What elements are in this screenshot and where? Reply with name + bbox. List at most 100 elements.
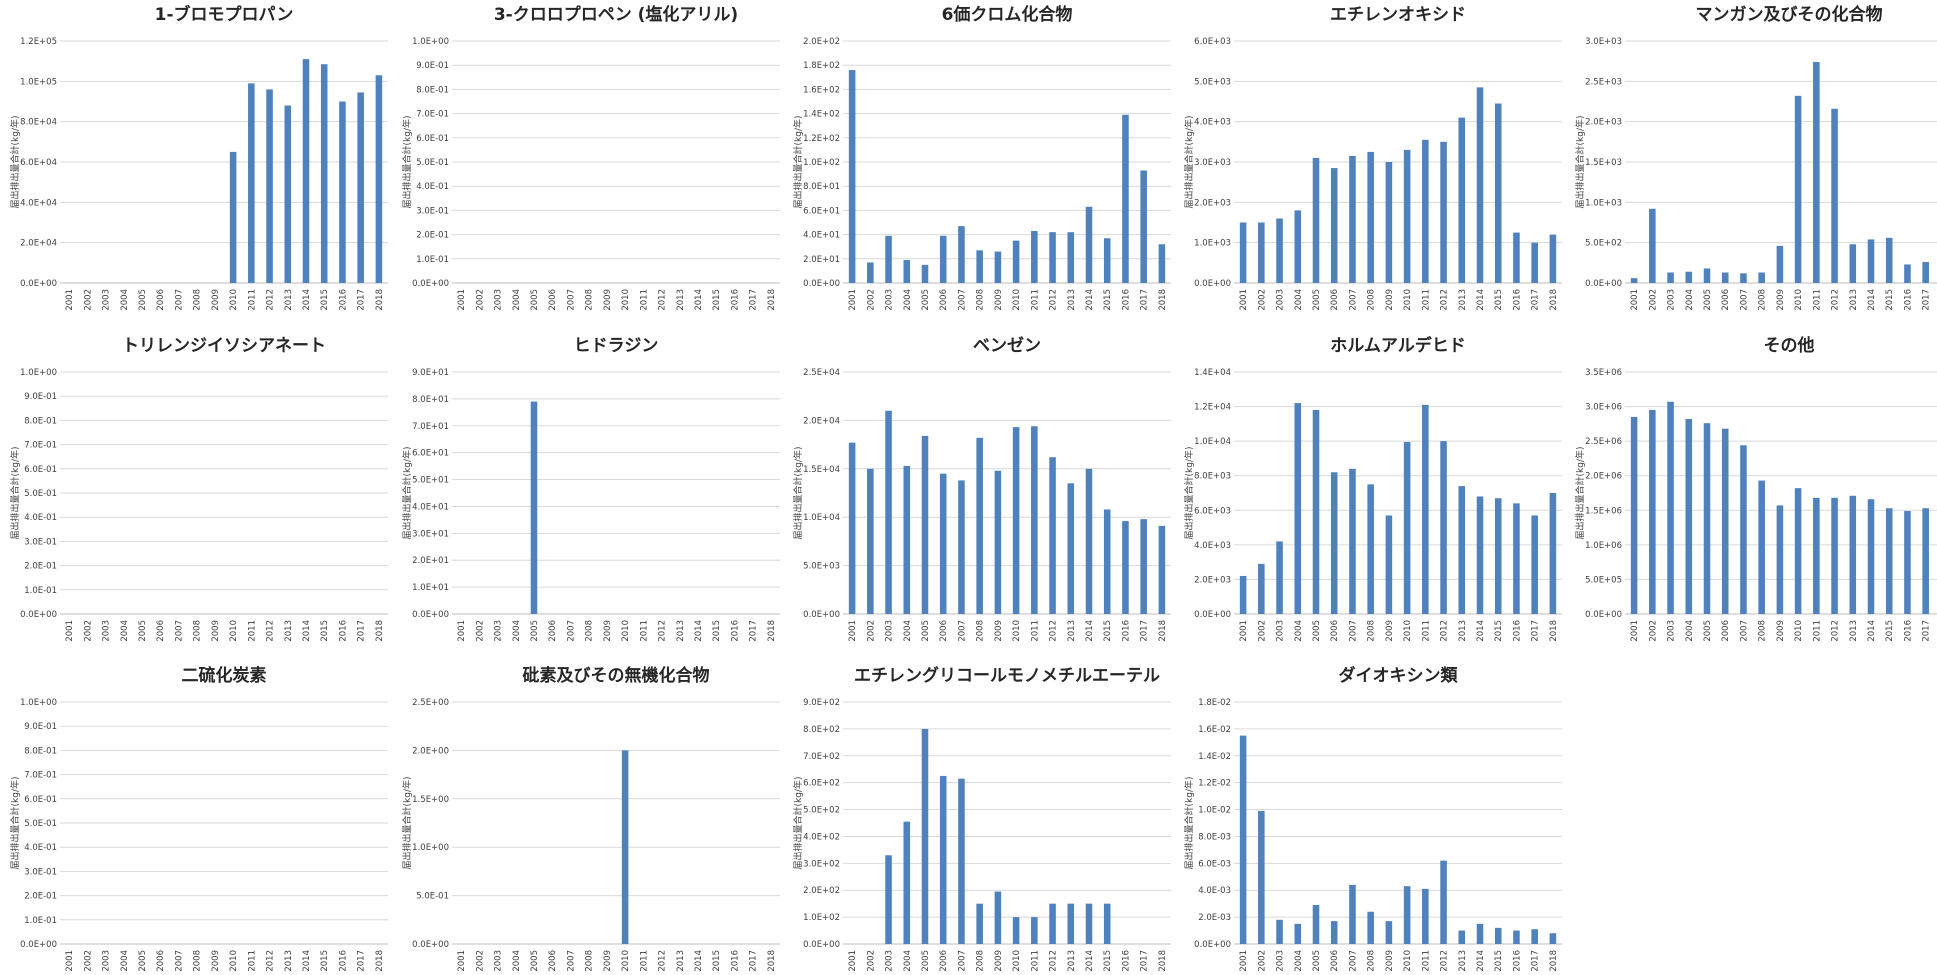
x-tick-label: 2009	[1776, 620, 1786, 642]
x-tick-label: 2006	[156, 620, 166, 642]
bar	[1085, 206, 1093, 283]
x-tick-label: 2007	[174, 289, 184, 311]
y-tick-label: 6.0E+01	[803, 206, 840, 216]
bar	[885, 235, 892, 283]
x-tick-label: 2018	[375, 950, 385, 972]
y-tick-label: 4.0E+04	[20, 198, 57, 208]
bar	[1158, 525, 1166, 614]
x-tick-label: 2005	[921, 289, 931, 311]
x-tick-label: 2018	[1158, 289, 1168, 311]
x-tick-label: 2010	[1012, 289, 1022, 311]
bar	[1258, 222, 1265, 283]
x-tick-label: 2013	[1067, 950, 1077, 972]
x-tick-label: 2015	[1103, 620, 1113, 642]
y-tick-label: 1.5E+04	[803, 465, 840, 475]
bar	[976, 437, 983, 614]
y-axis-label: 届出排出量合計(kg/年)	[792, 777, 804, 870]
x-tick-label: 2014	[694, 289, 704, 311]
y-tick-label: 5.0E-01	[416, 158, 449, 168]
y-tick-label: 3.5E+06	[1585, 368, 1622, 378]
y-tick-label: 0.0E+00	[1194, 279, 1231, 289]
y-axis-label: 届出排出量合計(kg/年)	[1183, 116, 1195, 209]
x-tick-label: 2018	[1549, 289, 1559, 311]
y-tick-label: 1.0E+00	[412, 37, 449, 47]
x-tick-label: 2003	[1667, 620, 1677, 642]
bar	[994, 251, 1002, 283]
y-axis-label: 届出排出量合計(kg/年)	[1574, 447, 1586, 540]
x-tick-label: 2016	[1121, 620, 1131, 642]
y-tick-label: 1.6E-02	[1198, 725, 1231, 735]
x-tick-label: 2007	[1348, 950, 1358, 972]
x-tick-label: 2015	[320, 620, 330, 642]
bar	[1258, 563, 1265, 614]
y-tick-label: 2.0E+04	[803, 416, 840, 426]
x-tick-label: 2002	[475, 950, 485, 972]
y-tick-label: 6.0E-01	[24, 795, 57, 805]
y-tick-label: 1.2E+04	[1194, 403, 1231, 413]
x-tick-label: 2004	[120, 620, 130, 642]
bar	[1740, 273, 1747, 283]
x-tick-label: 2016	[1512, 289, 1522, 311]
y-tick-label: 2.0E-01	[416, 231, 449, 241]
x-tick-label: 2005	[138, 950, 148, 972]
x-tick-label: 2015	[1885, 620, 1895, 642]
x-tick-label: 2003	[102, 950, 112, 972]
bar	[921, 264, 929, 283]
x-tick-label: 2003	[1276, 289, 1286, 311]
bar	[1458, 930, 1466, 944]
x-tick-label: 2011	[1030, 950, 1040, 972]
y-tick-label: 1.0E+03	[1194, 239, 1231, 249]
bar	[1122, 114, 1129, 283]
y-tick-label: 7.0E-01	[24, 441, 57, 451]
y-tick-label: 1.0E-02	[1198, 806, 1231, 816]
y-tick-label: 4.0E+01	[412, 502, 449, 512]
x-tick-label: 2011	[639, 620, 649, 642]
bar	[1312, 905, 1320, 944]
y-tick-label: 9.0E-01	[416, 61, 449, 71]
y-tick-label: 0.0E+00	[20, 940, 57, 950]
y-tick-label: 4.0E+03	[1194, 541, 1231, 551]
x-tick-label: 2017	[357, 289, 367, 311]
x-tick-label: 2007	[1348, 620, 1358, 642]
x-tick-label: 2013	[1849, 620, 1859, 642]
bar	[1276, 919, 1283, 944]
y-axis-label: 届出排出量合計(kg/年)	[1574, 116, 1586, 209]
x-tick-label: 2018	[375, 289, 385, 311]
bar	[375, 75, 383, 284]
x-tick-label: 2017	[1531, 289, 1541, 311]
y-tick-label: 4.0E+01	[803, 231, 840, 241]
y-tick-label: 2.0E+03	[1194, 575, 1231, 585]
bar	[302, 59, 310, 284]
y-axis-label: 届出排出量合計(kg/年)	[792, 447, 804, 540]
bar	[1549, 234, 1557, 283]
x-tick-label: 2006	[156, 950, 166, 972]
x-tick-label: 2006	[939, 950, 949, 972]
chart-title: トリレンジイソシアネート	[122, 336, 326, 356]
x-tick-label: 2001	[65, 620, 75, 642]
x-tick-label: 2015	[1103, 950, 1113, 972]
bar	[1330, 921, 1338, 944]
y-tick-label: 1.0E+00	[412, 843, 449, 853]
x-tick-label: 2004	[1685, 620, 1695, 642]
x-tick-label: 2002	[1257, 950, 1267, 972]
y-tick-label: 1.0E+00	[20, 368, 57, 378]
y-tick-label: 6.0E+02	[803, 779, 840, 789]
x-tick-label: 2005	[530, 289, 540, 311]
x-tick-label: 2004	[120, 950, 130, 972]
x-tick-label: 2006	[1721, 620, 1731, 642]
x-tick-label: 2011	[1421, 950, 1431, 972]
bar	[1885, 508, 1893, 614]
bar	[1312, 410, 1320, 614]
x-tick-label: 2005	[1703, 289, 1713, 311]
y-tick-label: 1.0E+04	[1194, 437, 1231, 447]
bar-chart: エチレングリコールモノメチルエーテル 0.0E+00 1.0E+02 2.0E+02 3…	[792, 665, 1171, 972]
y-tick-label: 8.0E+01	[412, 395, 449, 405]
bar	[1067, 903, 1075, 944]
x-tick-label: 2006	[548, 289, 558, 311]
y-tick-label: 3.0E+03	[1585, 37, 1622, 47]
x-tick-label: 2004	[903, 950, 913, 972]
bar	[1794, 488, 1802, 614]
y-tick-label: 1.2E-02	[1198, 779, 1231, 789]
bar	[1630, 278, 1638, 283]
